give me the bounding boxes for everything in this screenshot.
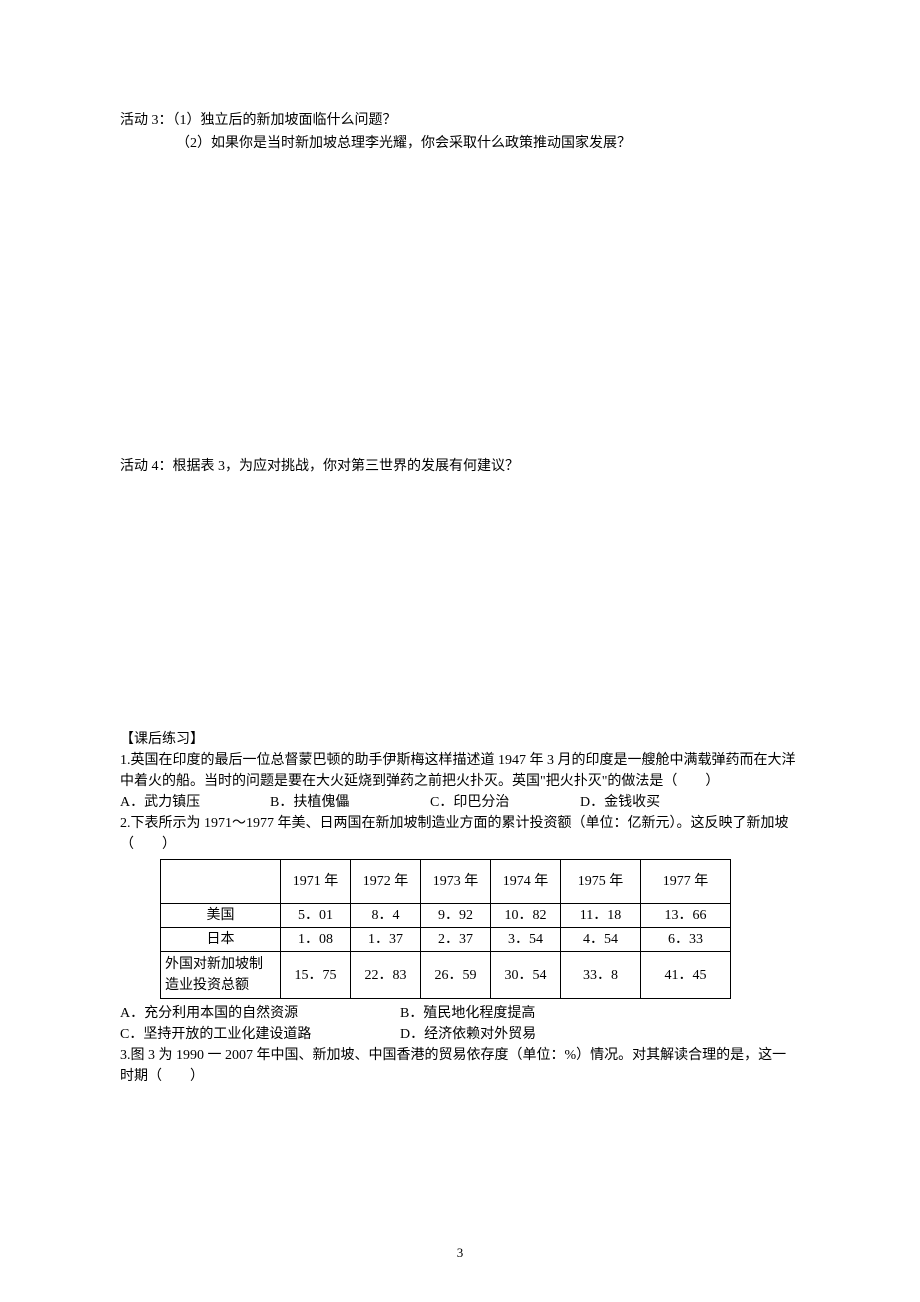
table-cell: 美国 — [161, 904, 281, 928]
table-header-cell — [161, 860, 281, 904]
table-cell: 26．59 — [421, 952, 491, 999]
question-2-stem: 2.下表所示为 1971～1977 年美、日两国在新加坡制造业方面的累计投资额（… — [120, 813, 800, 855]
question-1-stem: 1.英国在印度的最后一位总督蒙巴顿的助手伊斯梅这样描述道 1947 年 3 月的… — [120, 750, 800, 792]
question-1-options: A．武力镇压 B．扶植傀儡 C．印巴分治 D．金钱收买 — [120, 792, 800, 813]
q2-option-a: A．充分利用本国的自然资源 — [120, 1003, 400, 1024]
table-cell: 1．37 — [351, 928, 421, 952]
table-header-cell: 1971 年 — [281, 860, 351, 904]
table-cell: 10．82 — [491, 904, 561, 928]
table-cell: 1．08 — [281, 928, 351, 952]
table-cell: 22．83 — [351, 952, 421, 999]
page-number: 3 — [0, 1243, 920, 1263]
investment-table: 1971 年1972 年1973 年1974 年1975 年1977 年 美国5… — [160, 859, 731, 999]
table-cell: 8．4 — [351, 904, 421, 928]
q1-option-b: B．扶植傀儡 — [270, 792, 430, 813]
table-cell: 日本 — [161, 928, 281, 952]
exercise-header: 【课后练习】 — [120, 729, 800, 750]
table-cell: 5．01 — [281, 904, 351, 928]
table-cell: 6．33 — [641, 928, 731, 952]
q2-option-c: C．坚持开放的工业化建设道路 — [120, 1024, 400, 1045]
table-row: 外国对新加坡制造业投资总额15．7522．8326．5930．5433．841．… — [161, 952, 731, 999]
q1-option-d: D．金钱收买 — [580, 792, 660, 813]
activity-3-q1: （1）独立后的新加坡面临什么问题？ — [173, 113, 397, 128]
activity-3-prefix: 活动 3： — [120, 113, 173, 128]
table-cell: 11．18 — [561, 904, 641, 928]
table-row: 美国5．018．49．9210．8211．1813．66 — [161, 904, 731, 928]
q1-option-a: A．武力镇压 — [120, 792, 270, 813]
question-3-stem: 3.图 3 为 1990 一 2007 年中国、新加坡、中国香港的贸易依存度（单… — [120, 1045, 800, 1087]
table-cell: 9．92 — [421, 904, 491, 928]
q2-options-row1: A．充分利用本国的自然资源 B．殖民地化程度提高 — [120, 1003, 800, 1024]
table-header-cell: 1974 年 — [491, 860, 561, 904]
table-header-cell: 1977 年 — [641, 860, 731, 904]
table-header-cell: 1973 年 — [421, 860, 491, 904]
table-cell: 4．54 — [561, 928, 641, 952]
table-cell: 33．8 — [561, 952, 641, 999]
q2-option-d: D．经济依赖对外贸易 — [400, 1024, 536, 1045]
answer-space-2 — [120, 479, 800, 729]
table-header-row: 1971 年1972 年1973 年1974 年1975 年1977 年 — [161, 860, 731, 904]
activity-3-line1: 活动 3：（1）独立后的新加坡面临什么问题？ — [120, 110, 800, 131]
table-cell: 41．45 — [641, 952, 731, 999]
answer-space-1 — [120, 156, 800, 456]
q2-options-row2: C．坚持开放的工业化建设道路 D．经济依赖对外贸易 — [120, 1024, 800, 1045]
table-cell: 13．66 — [641, 904, 731, 928]
table-cell: 外国对新加坡制造业投资总额 — [161, 952, 281, 999]
activity-4: 活动 4：根据表 3，为应对挑战，你对第三世界的发展有何建议？ — [120, 456, 800, 477]
table-cell: 30．54 — [491, 952, 561, 999]
table-cell: 15．75 — [281, 952, 351, 999]
table-header-cell: 1975 年 — [561, 860, 641, 904]
table-header-cell: 1972 年 — [351, 860, 421, 904]
q2-option-b: B．殖民地化程度提高 — [400, 1003, 535, 1024]
table-cell: 3．54 — [491, 928, 561, 952]
activity-3-q2: （2）如果你是当时新加坡总理李光耀，你会采取什么政策推动国家发展？ — [120, 133, 800, 154]
table-row: 日本1．081．372．373．544．546．33 — [161, 928, 731, 952]
table-cell: 2．37 — [421, 928, 491, 952]
q1-option-c: C．印巴分治 — [430, 792, 580, 813]
